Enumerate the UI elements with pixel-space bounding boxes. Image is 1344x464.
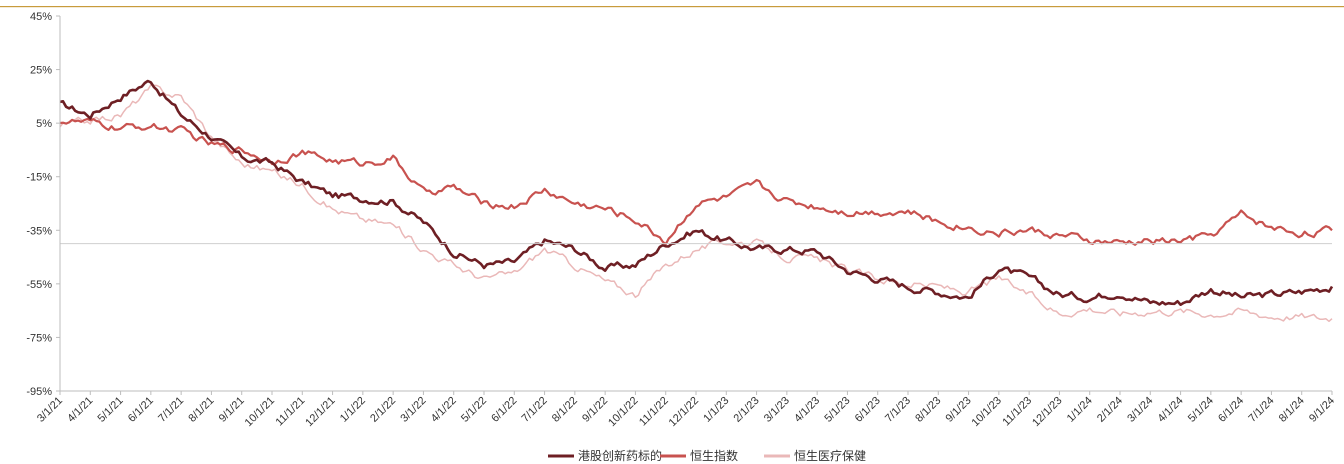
x-tick-label: 8/1/23 (913, 395, 943, 425)
series-lines (59, 79, 1334, 323)
legend-label: 恒生指数 (690, 448, 738, 463)
x-tick-label: 12/1/21 (303, 395, 337, 429)
x-tick-label: 8/1/24 (1277, 395, 1307, 425)
x-tick-label: 8/1/21 (186, 395, 216, 425)
x-tick-label: 5/1/22 (459, 395, 489, 425)
top-rule (0, 6, 1344, 8)
x-tick-label: 11/1/21 (274, 395, 308, 429)
x-tick-label: 5/1/21 (96, 395, 126, 425)
x-tick-label: 7/1/23 (883, 395, 913, 425)
x-tick-label: 6/1/24 (1216, 395, 1246, 425)
x-tick-label: 3/1/23 (762, 395, 792, 425)
x-tick-label: 2/1/22 (368, 395, 398, 425)
x-tick-label: 7/1/22 (520, 395, 550, 425)
y-tick-label: -35% (26, 225, 52, 237)
legend-label: 港股创新药标的 (578, 448, 662, 463)
x-tick-label: 4/1/21 (65, 395, 95, 425)
y-tick-label: -75% (26, 332, 52, 344)
x-tick-label: 12/1/22 (667, 395, 701, 429)
x-tick-label: 2/1/24 (1095, 395, 1125, 425)
y-tick-label: 45% (30, 11, 52, 23)
x-tick-label: 3/1/24 (1125, 395, 1155, 425)
x-tick-label: 3/1/22 (398, 395, 428, 425)
x-tick-label: 4/1/24 (1156, 395, 1186, 425)
y-axis-ticks: 45% 25% 5% -15% -35% -55% -75% -95% (26, 11, 60, 398)
legend-label: 恒生医疗保健 (794, 449, 866, 463)
series-line-1 (59, 117, 1333, 246)
legend: 港股创新药标的 恒生指数 恒生医疗保健 (548, 448, 866, 463)
x-tick-label: 11/1/23 (1000, 395, 1034, 429)
series-line-2 (59, 84, 1333, 323)
x-tick-label: 5/1/23 (822, 395, 852, 425)
x-tick-label: 1/1/22 (338, 395, 368, 425)
series-line-0 (59, 79, 1334, 306)
x-tick-label: 1/1/23 (701, 395, 731, 425)
x-tick-label: 10/1/21 (243, 395, 277, 429)
x-tick-label: 8/1/22 (550, 395, 580, 425)
x-tick-label: 3/1/21 (35, 395, 65, 425)
x-tick-label: 12/1/23 (1030, 395, 1064, 429)
x-tick-label: 6/1/21 (126, 395, 156, 425)
x-tick-label: 10/1/22 (606, 395, 640, 429)
x-tick-label: 10/1/23 (970, 395, 1004, 429)
x-tick-label: 4/1/23 (792, 395, 822, 425)
y-tick-label: -55% (26, 279, 52, 291)
y-tick-label: 5% (36, 118, 52, 130)
x-tick-label: 7/1/21 (156, 395, 186, 425)
x-axis-ticks: 3/1/21 4/1/21 5/1/21 6/1/21 7/1/21 8/1/21 9/1/… (35, 391, 1337, 429)
x-tick-label: 4/1/22 (429, 395, 459, 425)
x-tick-label: 2/1/23 (732, 395, 762, 425)
x-tick-label: 6/1/23 (853, 395, 883, 425)
x-tick-label: 9/1/24 (1307, 395, 1337, 425)
y-tick-label: -95% (26, 386, 52, 398)
x-tick-label: 11/1/22 (637, 395, 671, 429)
x-tick-label: 6/1/22 (489, 395, 519, 425)
y-tick-label: -15% (26, 172, 52, 184)
x-tick-label: 7/1/24 (1246, 395, 1276, 425)
y-tick-label: 25% (30, 65, 52, 77)
x-tick-label: 1/1/24 (1065, 395, 1095, 425)
x-tick-label: 5/1/24 (1186, 395, 1216, 425)
